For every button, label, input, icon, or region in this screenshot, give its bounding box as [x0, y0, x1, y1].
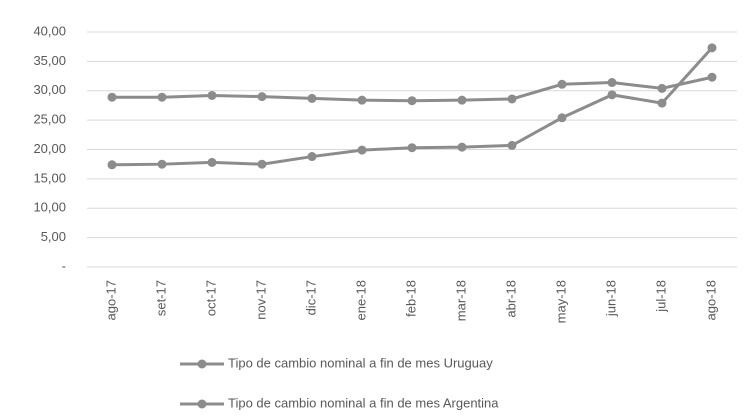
legend-marker — [197, 399, 207, 409]
x-tick-label: feb-18 — [403, 280, 418, 317]
y-tick-label: - — [62, 258, 66, 273]
series-marker — [707, 72, 717, 82]
x-tick-label: mar-18 — [453, 280, 468, 321]
y-tick-label: 15,00 — [33, 170, 66, 185]
legend-marker — [197, 359, 207, 369]
series-marker — [407, 96, 417, 106]
y-tick-label: 30,00 — [33, 82, 66, 97]
y-tick-label: 40,00 — [33, 23, 66, 38]
series-marker — [207, 157, 217, 167]
series-marker — [257, 159, 267, 169]
x-tick-label: set-17 — [153, 280, 168, 316]
legend-label: Tipo de cambio nominal a fin de mes Urug… — [228, 355, 493, 370]
x-tick-label: jul-18 — [653, 280, 668, 313]
series-marker — [457, 95, 467, 105]
series-marker — [307, 152, 317, 162]
series-marker — [507, 140, 517, 150]
y-tick-label: 35,00 — [33, 53, 66, 68]
series-marker — [357, 145, 367, 155]
y-tick-label: 25,00 — [33, 112, 66, 127]
y-tick-label: 20,00 — [33, 141, 66, 156]
x-tick-label: ago-17 — [103, 280, 118, 320]
series-marker — [557, 113, 567, 123]
series-marker — [657, 83, 667, 93]
series-marker — [707, 43, 717, 53]
series-marker — [557, 79, 567, 89]
series-marker — [307, 93, 317, 103]
series-marker — [507, 94, 517, 104]
series-marker — [207, 90, 217, 100]
series-marker — [357, 95, 367, 105]
series-marker — [457, 142, 467, 152]
x-tick-label: may-18 — [553, 280, 568, 323]
x-tick-label: jun-18 — [603, 280, 618, 317]
series-marker — [657, 98, 667, 108]
y-tick-label: 10,00 — [33, 200, 66, 215]
x-tick-label: oct-17 — [203, 280, 218, 316]
series-marker — [107, 160, 117, 170]
series-marker — [157, 92, 167, 102]
series-marker — [407, 143, 417, 153]
series-marker — [257, 92, 267, 102]
x-tick-label: ago-18 — [703, 280, 718, 320]
series-marker — [107, 92, 117, 102]
x-tick-label: ene-18 — [353, 280, 368, 320]
series-marker — [607, 78, 617, 88]
x-tick-label: nov-17 — [253, 280, 268, 320]
series-marker — [157, 159, 167, 169]
x-tick-label: abr-18 — [503, 280, 518, 318]
legend-label: Tipo de cambio nominal a fin de mes Arge… — [228, 395, 499, 410]
y-tick-label: 5,00 — [41, 229, 66, 244]
series-marker — [607, 90, 617, 100]
x-tick-label: dic-17 — [303, 280, 318, 315]
